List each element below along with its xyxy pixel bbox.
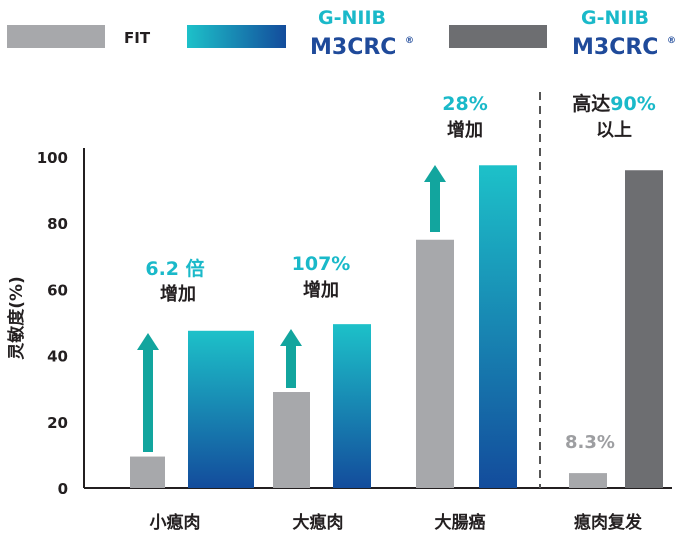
y-tick-label: 100 <box>37 149 68 167</box>
arrows <box>137 165 446 452</box>
annotation-large-polyp-text: 增加 <box>303 279 339 301</box>
y-axis-label: 灵敏度(%) <box>6 276 27 360</box>
bar-gnib <box>479 165 517 488</box>
gnib-logo-1-top: G-NIIB <box>318 7 386 29</box>
bar-fit <box>273 392 310 488</box>
bar-fit <box>416 239 454 488</box>
gnib-logo-2: G-NIIB M3CRC ® <box>572 7 676 60</box>
y-tick-label: 60 <box>47 281 68 299</box>
legend-swatch-fit <box>7 25 105 48</box>
legend-label-fit: FIT <box>124 29 151 47</box>
gnib-logo-2-top: G-NIIB <box>581 7 649 29</box>
bar-fit <box>569 473 607 488</box>
gnib-logo-2-bottom: M3CRC <box>572 35 658 60</box>
annotation-recurrence-text: 以上 <box>596 120 632 141</box>
y-tick-label: 80 <box>47 215 68 233</box>
y-tick-label: 20 <box>47 414 68 432</box>
gnib-logo-1: G-NIIB M3CRC ® <box>310 7 414 60</box>
bar-gnib <box>333 324 371 488</box>
bar-fit <box>130 456 165 488</box>
increase-arrow-icon <box>137 333 159 452</box>
annotation-crc-value: 28% <box>442 93 487 115</box>
legend-swatch-gnib <box>187 25 286 48</box>
annotation-large-polyp-value: 107% <box>292 253 351 275</box>
increase-arrow-icon <box>280 329 302 388</box>
annotation-small-polyp-text: 增加 <box>160 283 196 305</box>
bar-gnib <box>188 330 254 488</box>
annotation-recurrence-prefix: 高达 <box>572 92 610 115</box>
annotation-small-polyp-value: 6.2 倍 <box>145 257 204 280</box>
annotation-recurrence-line1: 高达90% <box>572 92 656 115</box>
annotation-crc-text: 增加 <box>447 119 483 141</box>
y-ticks: 0 20 40 60 80 100 <box>37 149 68 498</box>
gnib-logo-2-registered: ® <box>667 36 676 46</box>
y-tick-label: 0 <box>58 480 68 498</box>
annotation-recurrence-value: 90% <box>610 93 655 115</box>
legend: FIT G-NIIB M3CRC ® G-NIIB M3CRC ® <box>7 7 676 60</box>
x-tick-label: 小瘜肉 <box>150 512 201 533</box>
y-tick-label: 40 <box>47 348 68 366</box>
gnib-logo-1-bottom: M3CRC <box>310 35 396 60</box>
bar-recurrence <box>625 170 663 489</box>
fit-recurrence-label: 8.3% <box>565 432 615 453</box>
legend-swatch-recurrence <box>449 25 547 48</box>
bars <box>130 165 663 489</box>
increase-arrow-icon <box>424 165 446 232</box>
x-tick-label: 大腸癌 <box>435 512 486 533</box>
x-labels: 小瘜肉 大瘜肉 大腸癌 瘜肉复发 <box>150 512 643 533</box>
x-tick-label: 大瘜肉 <box>293 512 344 533</box>
gnib-logo-1-registered: ® <box>405 36 414 46</box>
x-tick-label: 瘜肉复发 <box>574 512 643 533</box>
